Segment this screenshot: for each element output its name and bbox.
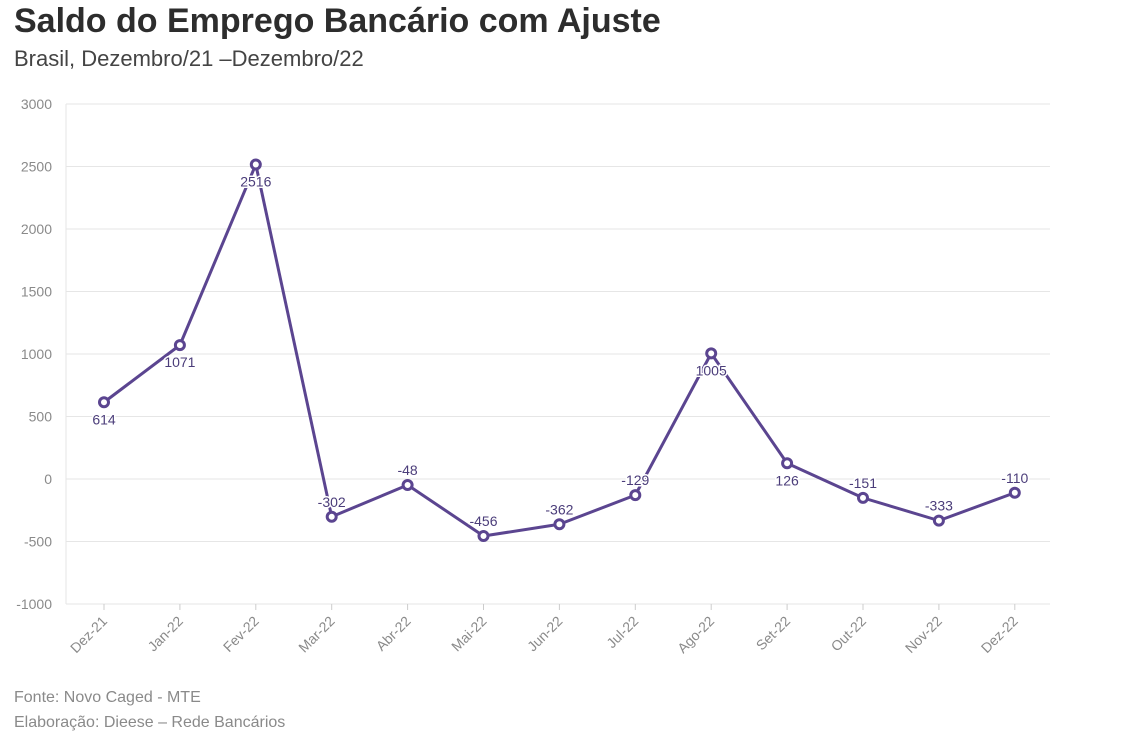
data-label: 2516: [240, 174, 271, 190]
x-axis: Dez-21 Jan-22 Fev-22 Mar-22 Abr-22 Mai-22 Jun-…: [67, 604, 1021, 656]
x-tick-label: Set-22: [753, 613, 794, 654]
x-tick-label: Mai-22: [448, 613, 490, 655]
data-label: 614: [92, 411, 116, 427]
x-tick-label: Nov-22: [902, 613, 945, 656]
data-labels: 614 1071 2516 -302 -48 -456 -362 -129 1005 126 -15…: [91, 172, 1030, 531]
series-polyline: [102, 163, 1017, 538]
x-tick-label: Abr-22: [373, 613, 414, 654]
y-tick-label: -1000: [16, 596, 52, 612]
data-label: 126: [775, 472, 799, 488]
y-tick-label: 1000: [21, 346, 52, 362]
y-tick-label: 500: [29, 409, 53, 425]
data-label: -456: [469, 513, 497, 529]
data-point: [401, 479, 414, 491]
data-point: [249, 158, 262, 171]
data-label: -110: [1001, 470, 1028, 486]
data-points: [98, 158, 1021, 542]
data-label: 1071: [164, 354, 195, 370]
chart-title: Saldo do Emprego Bancário com Ajuste: [14, 2, 661, 40]
x-tick-label: Out-22: [828, 613, 870, 655]
data-point: [477, 530, 490, 542]
x-tick-label: Dez-21: [67, 613, 110, 656]
x-tick-label: Jun-22: [524, 613, 566, 655]
y-tick-label: 2000: [21, 221, 52, 237]
credit-note: Elaboração: Dieese – Rede Bancários: [14, 714, 286, 731]
data-label: -151: [849, 475, 877, 491]
data-label: -48: [397, 462, 417, 478]
y-tick-label: 1500: [21, 284, 52, 300]
data-point: [629, 489, 642, 502]
data-point: [325, 510, 338, 523]
x-tick-label: Fev-22: [220, 613, 262, 655]
data-label: 1005: [696, 362, 727, 378]
y-tick-label: 0: [44, 471, 52, 487]
data-label: -129: [621, 472, 649, 488]
x-tick-label: Dez-22: [978, 613, 1021, 656]
series-line: [102, 163, 1017, 538]
data-point: [705, 347, 718, 360]
x-tick-label: Mar-22: [295, 613, 338, 656]
y-tick-label: 2500: [21, 159, 52, 175]
x-tick-label: Jul-22: [603, 613, 641, 651]
data-label: -362: [545, 501, 573, 517]
x-tick-label: Ago-22: [674, 613, 717, 656]
data-point: [781, 457, 794, 470]
gridlines: [65, 103, 1050, 605]
data-point: [932, 514, 945, 527]
data-point: [98, 396, 110, 409]
y-axis: -1000 -500 0 500 1000 1500 2000 2500 3000: [16, 96, 52, 612]
data-label: -302: [318, 494, 346, 510]
y-tick-label: -500: [24, 534, 52, 550]
data-label: -333: [925, 498, 953, 514]
data-point: [553, 518, 566, 531]
data-point: [173, 339, 186, 352]
chart-subtitle: Brasil, Dezembro/21 –Dezembro/22: [14, 46, 364, 71]
source-note: Fonte: Novo Caged - MTE: [14, 689, 201, 706]
x-tick-label: Jan-22: [144, 613, 186, 655]
data-point: [1008, 486, 1021, 499]
data-point: [857, 491, 869, 504]
y-tick-label: 3000: [21, 96, 52, 112]
